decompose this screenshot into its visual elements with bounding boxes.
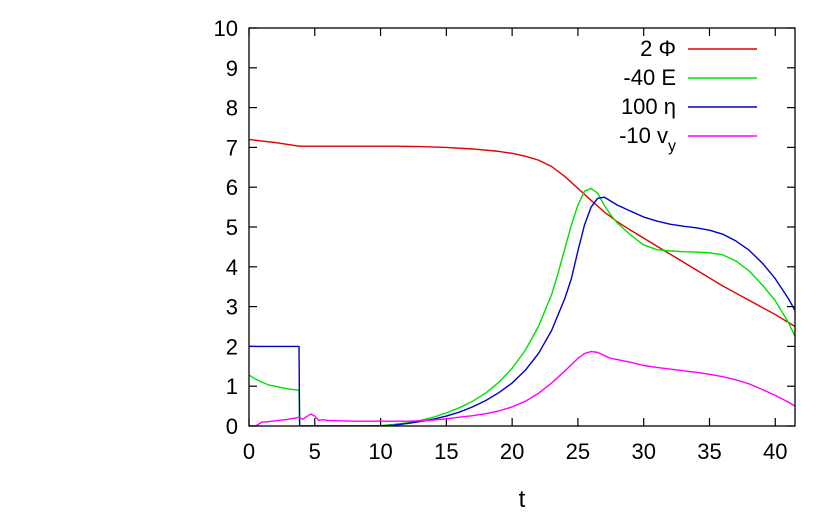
y-tick-label: 1 <box>226 374 238 399</box>
series-lines <box>249 138 795 426</box>
x-tick-label: 15 <box>434 439 458 464</box>
legend-label-0: 2 Φ <box>640 36 676 61</box>
legend-label-3: -10 vy <box>619 123 676 155</box>
series-line-3 <box>249 350 795 426</box>
plot-frame <box>248 27 796 427</box>
x-tick-label: 35 <box>697 439 721 464</box>
legend-label-text: -10 v <box>619 123 668 148</box>
y-tick-label: 5 <box>226 215 238 240</box>
x-tick-label: 5 <box>309 439 321 464</box>
legend: 2 Φ -40 E 100 η -10 vy <box>619 36 757 155</box>
x-axis-label: t <box>519 486 526 513</box>
y-tick-label: 4 <box>226 255 238 280</box>
y-tick-label: 3 <box>226 295 238 320</box>
y-tick-label: 7 <box>226 135 238 160</box>
legend-label-1: -40 E <box>623 65 676 90</box>
legend-label-text: -40 E <box>623 65 676 90</box>
y-tick-label: 2 <box>226 334 238 359</box>
legend-label-text: 2 Φ <box>640 36 676 61</box>
x-tick-label: 40 <box>763 439 787 464</box>
series-line-2 <box>249 196 795 426</box>
legend-label-subscript: y <box>668 138 676 155</box>
y-tick-label: 10 <box>214 16 238 41</box>
y-tick-label: 9 <box>226 56 238 81</box>
y-tick-label: 6 <box>226 175 238 200</box>
x-tick-label: 10 <box>368 439 392 464</box>
x-tick-label: 0 <box>243 439 255 464</box>
axis-ticks: 0 5 10 15 20 25 30 35 40 0 1 2 3 4 5 6 7 8 9 10 <box>214 16 795 464</box>
series-line-0 <box>249 138 795 328</box>
legend-label-text: 100 η <box>621 94 676 119</box>
legend-label-2: 100 η <box>621 94 676 119</box>
y-tick-label: 0 <box>226 414 238 439</box>
x-tick-label: 20 <box>500 439 524 464</box>
y-tick-label: 8 <box>226 96 238 121</box>
x-tick-label: 25 <box>566 439 590 464</box>
x-tick-label: 30 <box>631 439 655 464</box>
